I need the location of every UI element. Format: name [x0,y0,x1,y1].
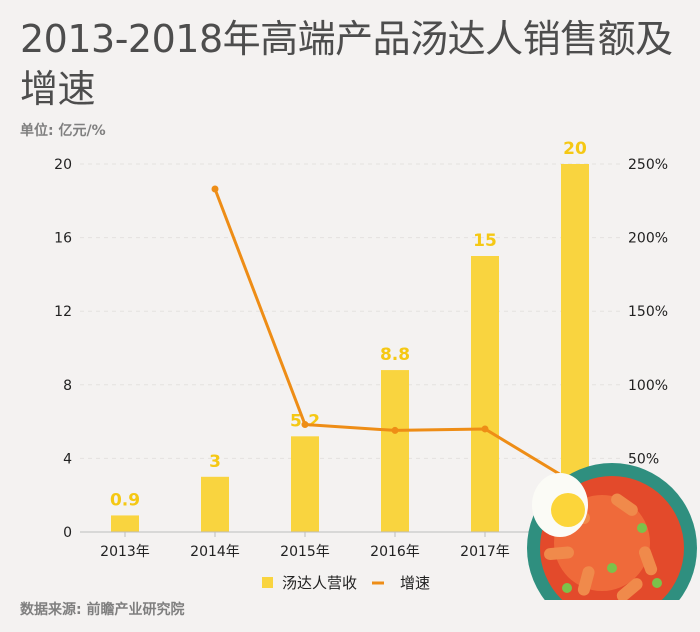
growth-point [481,425,489,433]
y-right-tick-label: 250% [628,157,668,173]
egg-yolk [551,493,585,527]
scallion [637,523,647,533]
x-tick-label: 2016年 [370,544,420,560]
bar [471,256,499,532]
x-tick-label: 2015年 [280,544,330,560]
noodle-bowl-icon [527,463,697,600]
unit-label: 单位: 亿元/% [20,123,106,139]
legend-swatch-bar [262,577,273,588]
y-right-tick-label: 200% [628,231,668,247]
axes: 00%450%8100%12150%16200%20250%2013年2014年… [54,157,668,560]
y-left-tick-label: 12 [54,304,72,320]
y-right-tick-label: 50% [628,451,659,467]
y-left-tick-label: 16 [54,231,72,247]
bar-value-label: 8.8 [380,345,410,365]
y-left-tick-label: 4 [63,451,72,467]
rice-cake [638,546,658,576]
bar-value-label: 0.9 [110,490,140,510]
y-left-tick-label: 8 [63,378,72,394]
scallion [652,578,662,588]
legend: 汤达人营收 增速 [262,574,430,592]
x-tick-label: 2017年 [460,544,510,560]
y-right-tick-label: 150% [628,304,668,320]
x-tick-label: 2013年 [100,544,150,560]
bar-value-label: 20 [563,139,587,159]
growth-point [301,421,309,429]
data-source: 数据来源: 前瞻产业研究院 [20,602,185,618]
scallion [607,563,617,573]
bar [111,515,139,532]
grid-lines [80,163,620,459]
scallion [562,583,572,593]
y-right-tick-label: 100% [628,378,668,394]
bar [201,476,229,532]
legend-label-line: 增速 [400,574,430,592]
legend-label-bar: 汤达人营收 [282,574,357,592]
rice-cake [611,493,638,516]
chart-title: 2013-2018年高端产品汤达人销售额及增速 [20,17,673,111]
x-tick-label: 2014年 [190,544,240,560]
rice-cake [616,578,643,600]
y-left-tick-label: 20 [54,157,72,173]
bar [381,370,409,532]
rice-cake [577,566,595,596]
bar [291,436,319,532]
growth-point [211,185,219,193]
bar-value-label: 3 [209,452,221,472]
growth-point [391,426,399,434]
y-left-tick-label: 0 [63,525,72,541]
rice-cake [544,546,574,561]
bar-value-label: 15 [473,231,497,251]
